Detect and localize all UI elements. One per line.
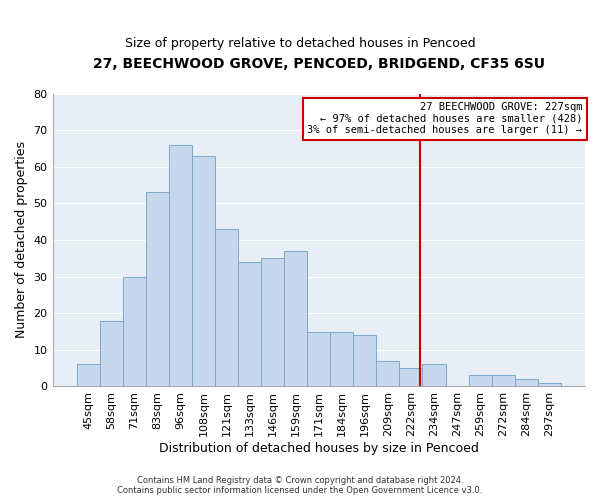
Bar [169,145,192,386]
Bar [400,368,422,386]
Bar [146,192,169,386]
Bar [422,364,446,386]
Bar [515,379,538,386]
Bar [491,376,515,386]
Text: Size of property relative to detached houses in Pencoed: Size of property relative to detached ho… [125,38,475,51]
Bar [215,229,238,386]
Bar [538,383,561,386]
Bar [261,258,284,386]
Bar [238,262,261,386]
Text: 27 BEECHWOOD GROVE: 227sqm
← 97% of detached houses are smaller (428)
3% of semi: 27 BEECHWOOD GROVE: 227sqm ← 97% of deta… [307,102,583,136]
Bar [284,251,307,386]
Bar [376,361,400,386]
X-axis label: Distribution of detached houses by size in Pencoed: Distribution of detached houses by size … [159,442,479,455]
Text: Contains HM Land Registry data © Crown copyright and database right 2024.
Contai: Contains HM Land Registry data © Crown c… [118,476,482,495]
Bar [100,320,123,386]
Bar [469,376,491,386]
Bar [330,332,353,386]
Bar [307,332,330,386]
Title: 27, BEECHWOOD GROVE, PENCOED, BRIDGEND, CF35 6SU: 27, BEECHWOOD GROVE, PENCOED, BRIDGEND, … [93,58,545,71]
Y-axis label: Number of detached properties: Number of detached properties [15,142,28,338]
Bar [123,276,146,386]
Bar [77,364,100,386]
Bar [353,335,376,386]
Bar [192,156,215,386]
